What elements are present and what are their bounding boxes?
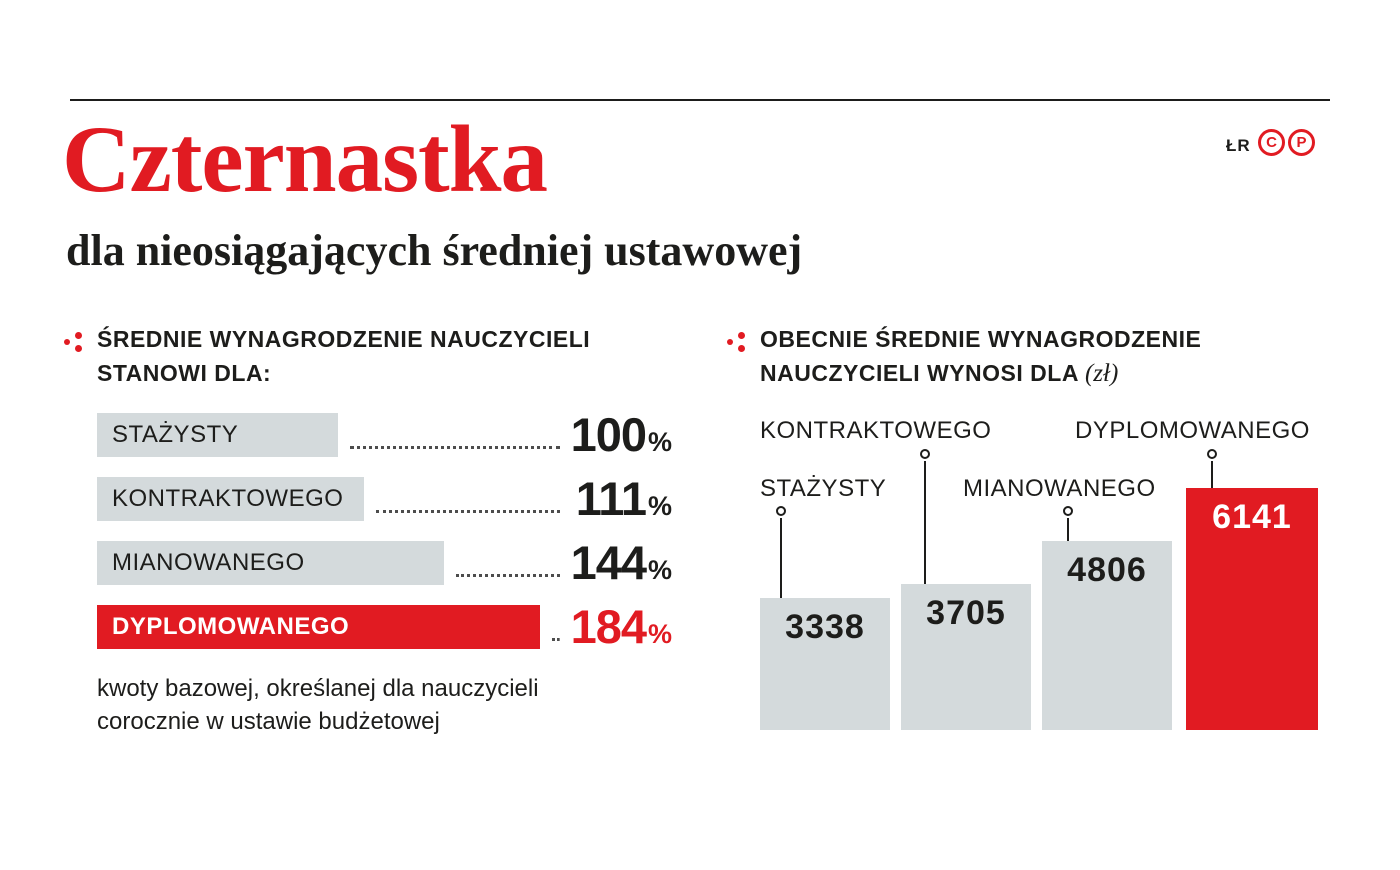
footnote: kwoty bazowej, określanej dla nauczyciel…	[97, 672, 539, 738]
percent-sign: %	[647, 555, 672, 585]
bullet-dot	[738, 332, 745, 339]
hbar-row-kontraktowego: KONTRAKTOWEGO 111 %	[97, 472, 672, 525]
bar-label: MIANOWANEGO	[112, 549, 305, 576]
bar-value: 184 %	[571, 599, 672, 654]
vbar-kontraktowego: 3705	[901, 584, 1031, 730]
value-number: 100	[570, 408, 647, 461]
dotted-leader	[456, 574, 560, 577]
bullet-dot	[738, 345, 745, 352]
vbar-stazysty: 3338	[760, 598, 890, 730]
right-heading-line2: NAUCZYCIELI WYNOSI DLA (zł)	[760, 356, 1201, 391]
vbar-mianowanego: 4806	[1042, 541, 1172, 730]
vbar-toplabel-dyplomowanego: DYPLOMOWANEGO	[1075, 417, 1310, 444]
page-title: Czternastka	[62, 106, 548, 212]
value-number: 184	[570, 600, 647, 653]
left-heading-line1: ŚREDNIE WYNAGRODZENIE NAUCZYCIELI	[97, 326, 591, 352]
connector-dot	[920, 449, 930, 459]
dotted-leader	[376, 510, 560, 513]
dotted-leader	[552, 638, 560, 641]
bullet-dot	[75, 345, 82, 352]
section-bullet-icon	[727, 330, 747, 352]
hbar-mianowanego: MIANOWANEGO	[97, 541, 444, 585]
author-initials: ŁR	[1226, 136, 1251, 155]
bar-label: STAŻYSTY	[112, 421, 239, 448]
percent-sign: %	[647, 491, 672, 521]
bar-value: 144 %	[571, 535, 672, 590]
percent-sign: %	[647, 427, 672, 457]
left-heading-line2: STANOWI DLA:	[97, 360, 272, 386]
connector-dot	[1207, 449, 1217, 459]
vbar-toplabel-kontraktowego: KONTRAKTOWEGO	[760, 417, 992, 444]
connector-line	[1211, 461, 1213, 488]
vbar-value: 4806	[1067, 551, 1147, 589]
top-rule	[70, 99, 1330, 101]
logo-p-letter: P	[1296, 134, 1307, 151]
hbar-dyplomowanego: DYPLOMOWANEGO	[97, 605, 540, 649]
logo-p-icon: P	[1288, 129, 1315, 156]
connector-dot	[776, 506, 786, 516]
unit-note: (zł)	[1084, 360, 1119, 387]
bar-value: 111 %	[576, 471, 672, 526]
vbar-value: 3705	[926, 594, 1006, 632]
hbar-stazysty: STAŻYSTY	[97, 413, 338, 457]
right-section-heading: OBECNIE ŚREDNIE WYNAGRODZENIE NAUCZYCIEL…	[760, 322, 1201, 391]
right-heading-line2-text: NAUCZYCIELI WYNOSI DLA	[760, 360, 1079, 386]
value-number: 144	[570, 536, 647, 589]
bar-label: DYPLOMOWANEGO	[112, 613, 350, 640]
value-number: 111	[575, 472, 647, 525]
left-section-heading: ŚREDNIE WYNAGRODZENIE NAUCZYCIELI STANOW…	[97, 322, 590, 390]
vertical-bar-chart: 3338 3705 4806 6141	[760, 488, 1320, 730]
dotted-leader	[350, 446, 560, 449]
connector-line	[924, 461, 926, 584]
connector-line	[780, 518, 782, 598]
right-heading-line1: OBECNIE ŚREDNIE WYNAGRODZENIE	[760, 326, 1202, 352]
hbar-row-stazysty: STAŻYSTY 100 %	[97, 408, 672, 461]
bullet-dot	[727, 339, 733, 345]
vbar-value: 6141	[1212, 498, 1292, 536]
vbar-toplabel-mianowanego: MIANOWANEGO	[963, 475, 1156, 502]
connector-line	[1067, 518, 1069, 541]
bar-label: KONTRAKTOWEGO	[112, 485, 344, 512]
logo-c-icon: C	[1258, 129, 1285, 156]
vbar-dyplomowanego: 6141	[1186, 488, 1318, 730]
bullet-dot	[64, 339, 70, 345]
logo-c-letter: C	[1266, 134, 1277, 151]
hbar-row-dyplomowanego: DYPLOMOWANEGO 184 %	[97, 600, 672, 653]
footnote-line2: corocznie w ustawie budżetowej	[97, 708, 440, 735]
vbar-toplabel-stazysty: STAŻYSTY	[760, 475, 887, 502]
hbar-kontraktowego: KONTRAKTOWEGO	[97, 477, 364, 521]
percent-sign: %	[647, 619, 672, 649]
connector-dot	[1063, 506, 1073, 516]
hbar-row-mianowanego: MIANOWANEGO 144 %	[97, 536, 672, 589]
footnote-line1: kwoty bazowej, określanej dla nauczyciel…	[97, 675, 539, 702]
bar-value: 100 %	[571, 407, 672, 462]
section-bullet-icon	[64, 330, 84, 352]
page-subtitle: dla nieosiągających średniej ustawowej	[66, 226, 803, 275]
vbar-value: 3338	[785, 608, 865, 646]
bullet-dot	[75, 332, 82, 339]
